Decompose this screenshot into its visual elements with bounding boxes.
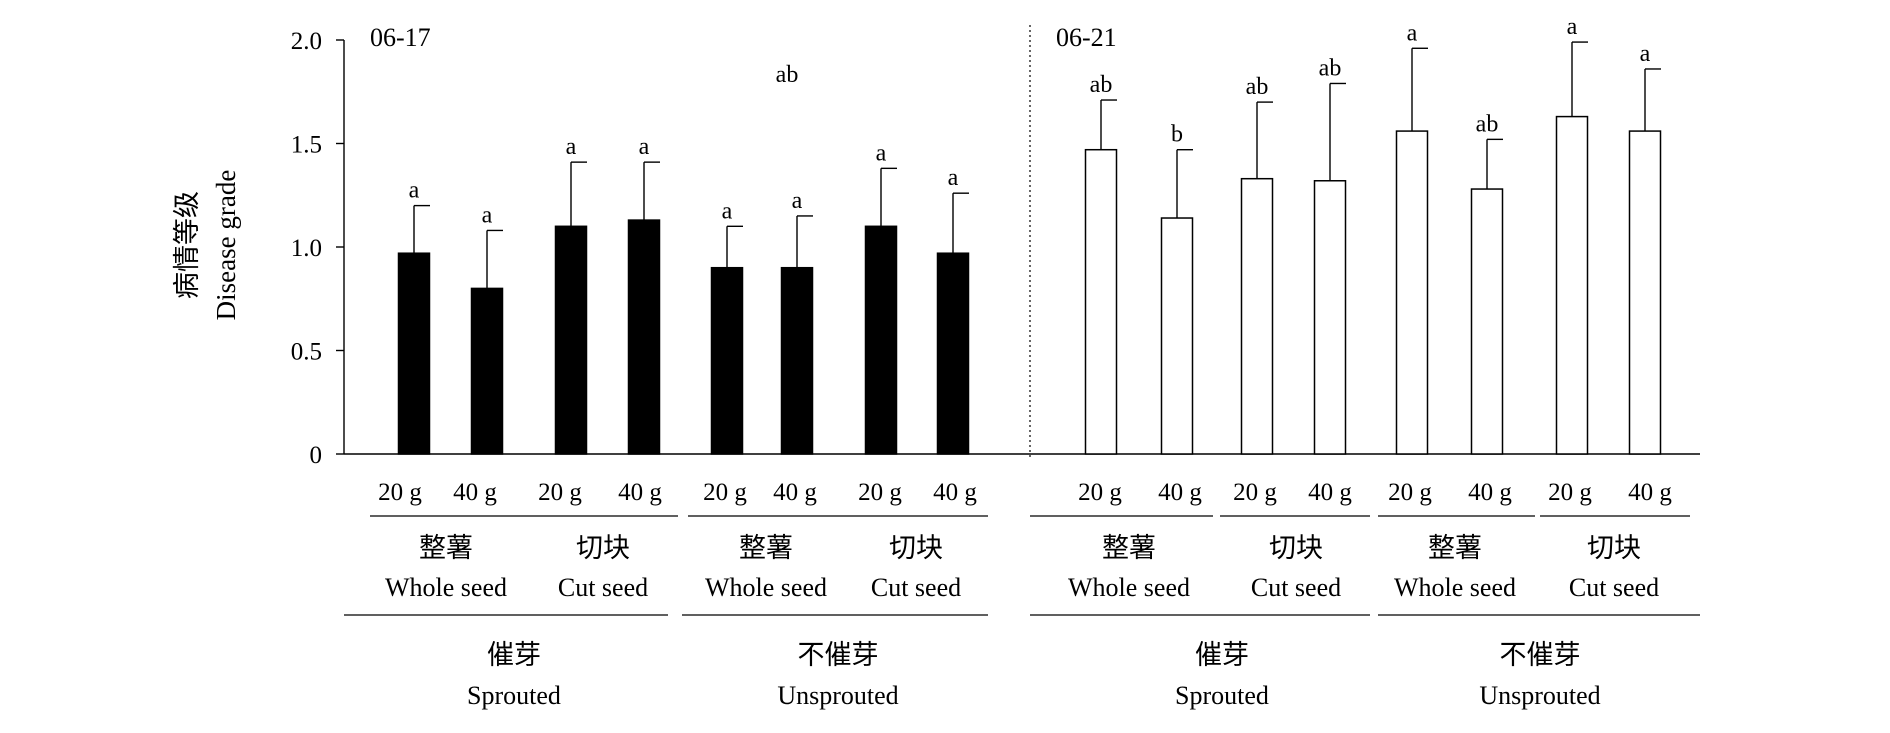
seed-group-label-en: Whole seed bbox=[705, 573, 827, 602]
seed-weight-label: 40 g bbox=[1628, 479, 1672, 506]
seed-weight-label: 20 g bbox=[858, 479, 902, 506]
bar bbox=[1160, 217, 1194, 455]
bar bbox=[627, 219, 661, 455]
seed-weight-label: 20 g bbox=[1233, 479, 1277, 506]
seed-group-label-cn: 切块 bbox=[576, 533, 630, 563]
significance-label: a bbox=[1407, 20, 1418, 46]
seed-group-label-en: Whole seed bbox=[385, 573, 507, 602]
bar bbox=[1084, 148, 1118, 455]
treatment-group-label-en: Sprouted bbox=[1175, 681, 1269, 710]
seed-weight-label: 40 g bbox=[933, 479, 977, 506]
significance-label: a bbox=[722, 198, 733, 224]
significance-label: a bbox=[482, 202, 493, 228]
seed-group-label-en: Whole seed bbox=[1068, 573, 1190, 602]
significance-label: ab bbox=[1476, 111, 1499, 137]
seed-group-label-cn: 切块 bbox=[1587, 533, 1641, 563]
significance-label: a bbox=[792, 188, 803, 214]
significance-label: a bbox=[566, 134, 577, 160]
seed-group-label-cn: 切块 bbox=[1269, 533, 1323, 563]
bar bbox=[470, 287, 504, 455]
significance-label: b bbox=[1171, 122, 1183, 148]
seed-group-label-cn: 整薯 bbox=[739, 533, 793, 563]
seed-group-label-en: Cut seed bbox=[1251, 573, 1341, 602]
bar bbox=[1470, 188, 1504, 455]
y-tick-label: 0 bbox=[310, 442, 323, 469]
bar bbox=[397, 252, 431, 455]
significance-label: a bbox=[876, 140, 887, 166]
treatment-group-label-en: Unsprouted bbox=[777, 681, 898, 710]
seed-group-label-cn: 整薯 bbox=[1428, 533, 1482, 563]
seed-weight-label: 20 g bbox=[703, 479, 747, 506]
treatment-group-label-cn: 不催芽 bbox=[1500, 640, 1581, 670]
seed-group-label-cn: 整薯 bbox=[419, 533, 473, 563]
bar bbox=[1395, 130, 1429, 455]
treatment-group-label-en: Unsprouted bbox=[1479, 681, 1600, 710]
seed-weight-label: 20 g bbox=[538, 479, 582, 506]
treatment-group-label-en: Sprouted bbox=[467, 681, 561, 710]
significance-label: a bbox=[1567, 14, 1578, 40]
significance-label: ab bbox=[1090, 72, 1113, 98]
panel-date-label: 06-17 bbox=[370, 23, 431, 52]
seed-group-label-en: Cut seed bbox=[1569, 573, 1659, 602]
bar bbox=[780, 266, 814, 455]
seed-group-label-cn: 整薯 bbox=[1102, 533, 1156, 563]
bar bbox=[710, 266, 744, 455]
stray-significance-label: ab bbox=[776, 62, 799, 88]
treatment-group-label-cn: 不催芽 bbox=[798, 640, 879, 670]
bar bbox=[1628, 130, 1662, 455]
y-axis-label-cn: 病情等级 bbox=[172, 191, 202, 299]
seed-weight-label: 40 g bbox=[618, 479, 662, 506]
y-tick-label: 1.5 bbox=[291, 132, 322, 159]
bar bbox=[1555, 115, 1589, 455]
bar bbox=[1240, 177, 1274, 455]
significance-label: a bbox=[639, 134, 650, 160]
y-tick-label: 2.0 bbox=[291, 28, 322, 55]
seed-group-label-en: Cut seed bbox=[558, 573, 648, 602]
bar bbox=[864, 225, 898, 455]
seed-weight-label: 40 g bbox=[1468, 479, 1512, 506]
seed-weight-label: 40 g bbox=[1158, 479, 1202, 506]
seed-weight-label: 40 g bbox=[773, 479, 817, 506]
significance-label: a bbox=[409, 178, 420, 204]
panel-date-label: 06-21 bbox=[1056, 23, 1117, 52]
bar bbox=[936, 252, 970, 455]
significance-label: a bbox=[948, 165, 959, 191]
y-tick-label: 0.5 bbox=[291, 339, 322, 366]
seed-weight-label: 40 g bbox=[1308, 479, 1352, 506]
y-axis-label-en: Disease grade bbox=[211, 170, 241, 321]
seed-group-label-cn: 切块 bbox=[889, 533, 943, 563]
bar bbox=[1313, 180, 1347, 455]
significance-label: a bbox=[1640, 41, 1651, 67]
seed-weight-label: 20 g bbox=[1388, 479, 1432, 506]
significance-label: ab bbox=[1319, 55, 1342, 81]
seed-weight-label: 40 g bbox=[453, 479, 497, 506]
significance-label: ab bbox=[1246, 74, 1269, 100]
treatment-group-label-cn: 催芽 bbox=[487, 640, 541, 670]
treatment-group-label-cn: 催芽 bbox=[1195, 640, 1249, 670]
seed-group-label-en: Cut seed bbox=[871, 573, 961, 602]
y-tick-label: 1.0 bbox=[291, 235, 322, 262]
seed-weight-label: 20 g bbox=[1548, 479, 1592, 506]
bar bbox=[554, 225, 588, 455]
seed-weight-label: 20 g bbox=[378, 479, 422, 506]
seed-weight-label: 20 g bbox=[1078, 479, 1122, 506]
seed-group-label-en: Whole seed bbox=[1394, 573, 1516, 602]
